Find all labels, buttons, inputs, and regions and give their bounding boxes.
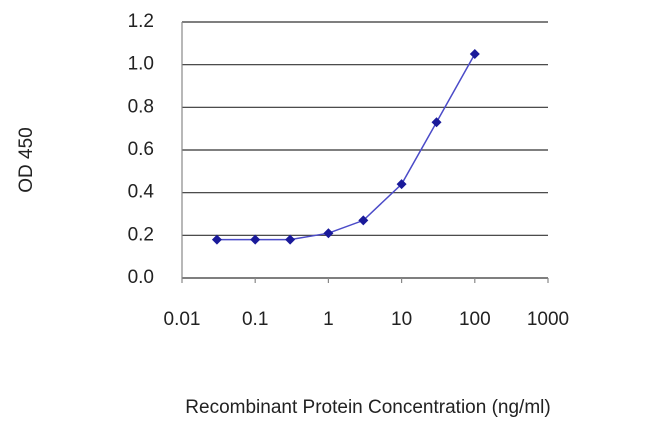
x-tick-label: 0.1 [242, 309, 268, 330]
y-tick-label: 0.0 [128, 267, 154, 288]
x-tick-label: 10 [391, 309, 412, 330]
x-tick-label: 100 [459, 309, 491, 330]
y-tick-label: 1.0 [128, 54, 154, 75]
x-tick-label: 1 [323, 309, 334, 330]
y-tick-label: 0.4 [128, 182, 155, 203]
y-tick-label: 0.2 [128, 224, 154, 245]
marker [396, 179, 407, 190]
x-tick-label: 0.01 [164, 309, 201, 330]
y-tick-label: 1.2 [128, 11, 154, 32]
marker [250, 234, 261, 245]
x-tick-label: 1000 [527, 309, 569, 330]
marker [211, 234, 222, 245]
y-tick-label: 0.6 [128, 139, 154, 160]
y-tick-label: 0.8 [128, 96, 154, 117]
marker [323, 228, 334, 239]
line [216, 53, 476, 241]
marker [469, 49, 480, 59]
y-axis-label: OD 450 [16, 127, 37, 192]
marker [431, 117, 442, 128]
marker [285, 234, 296, 245]
x-axis-label: Recombinant Protein Concentration (ng/ml… [185, 397, 550, 418]
marker [358, 215, 369, 226]
